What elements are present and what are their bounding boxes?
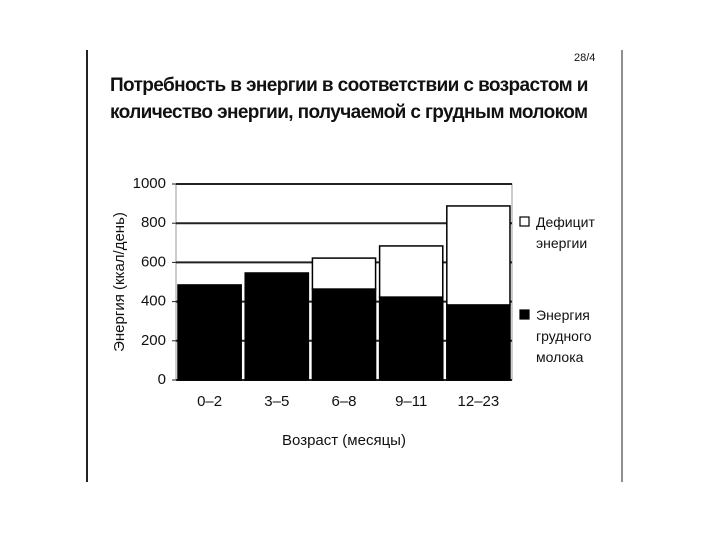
y-tick-label: 400 xyxy=(141,293,166,310)
x-axis-label: Возраст (месяцы) xyxy=(282,432,406,449)
y-tick-label: 200 xyxy=(141,332,166,349)
bar-segment xyxy=(378,245,444,298)
y-tick-label: 600 xyxy=(141,253,166,270)
chart-title: Потребность в энергии в соответствии с в… xyxy=(110,75,588,123)
y-axis-label: Энергия (ккал/день) xyxy=(111,212,128,352)
bar-segment xyxy=(311,257,377,290)
page-number: 28/4 xyxy=(574,52,596,64)
y-tick-label: 0 xyxy=(158,371,166,388)
legend-label: Энергия грудного молока xyxy=(536,307,592,365)
bar-segment xyxy=(446,304,511,381)
legend-swatch xyxy=(519,309,530,320)
bar-segment xyxy=(311,288,377,381)
x-tick-label: 3–5 xyxy=(264,393,289,410)
legend-swatch xyxy=(519,216,530,227)
x-tick-label: 0–2 xyxy=(197,393,222,410)
y-tick-label: 1000 xyxy=(133,175,166,192)
x-tick-label: 12–23 xyxy=(458,393,500,410)
legend-label: Дефицит энергии xyxy=(536,214,595,251)
bar-segment xyxy=(177,284,242,381)
y-tick-label: 800 xyxy=(141,214,166,231)
x-tick-label: 9–11 xyxy=(395,393,427,410)
bar-segment xyxy=(244,272,310,381)
bar-segment xyxy=(378,296,444,381)
x-tick-label: 6–8 xyxy=(331,393,356,410)
bar-segment xyxy=(446,205,511,306)
